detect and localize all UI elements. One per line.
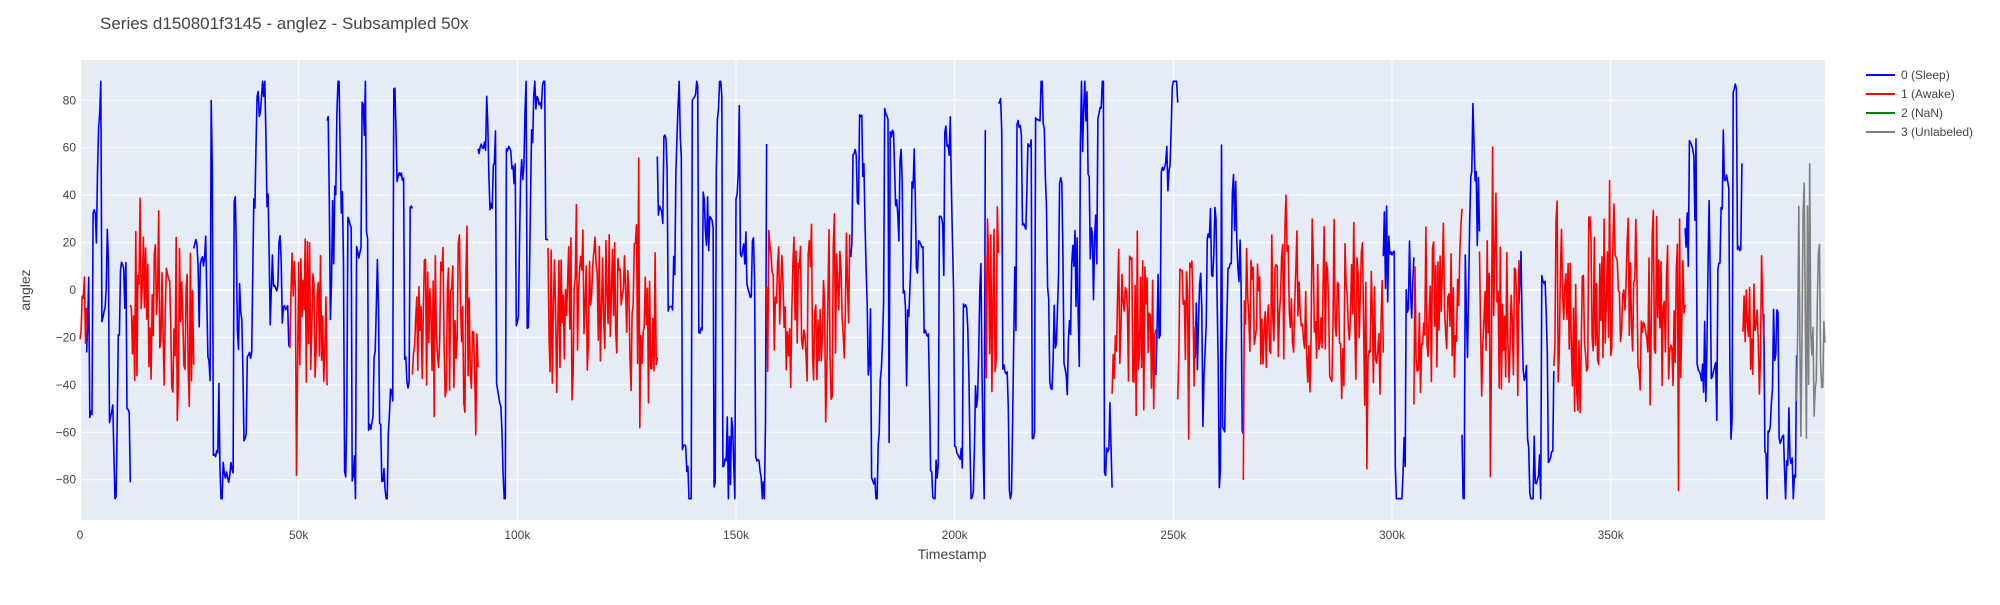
series-line-1 bbox=[547, 157, 659, 429]
x-tick-label: 50k bbox=[289, 528, 309, 542]
series-line-0 bbox=[85, 80, 132, 500]
legend-label: 2 (NaN) bbox=[1901, 106, 1943, 120]
legend-item[interactable]: 1 (Awake) bbox=[1866, 87, 1955, 101]
series-line-0 bbox=[1763, 308, 1798, 500]
series-line-1 bbox=[984, 206, 1000, 393]
y-tick-label: 60 bbox=[63, 141, 77, 155]
series-line-1 bbox=[765, 213, 851, 423]
series-line-0 bbox=[1194, 144, 1245, 489]
y-tick-label: −60 bbox=[56, 425, 77, 439]
series-line-1 bbox=[1741, 255, 1765, 395]
series-lines bbox=[79, 80, 1826, 500]
y-axis-label: anglez bbox=[17, 269, 33, 310]
series-line-1 bbox=[1242, 194, 1385, 480]
series-line-0 bbox=[848, 107, 987, 500]
x-tick-label: 300k bbox=[1379, 528, 1406, 542]
series-line-1 bbox=[1478, 146, 1520, 478]
series-line-1 bbox=[1413, 208, 1463, 405]
x-tick-label: 0 bbox=[77, 528, 84, 542]
series-line-0 bbox=[1461, 102, 1481, 500]
y-tick-label: 80 bbox=[63, 93, 77, 107]
series-line-0 bbox=[192, 80, 291, 500]
legend-label: 0 (Sleep) bbox=[1901, 68, 1950, 82]
series-line-1 bbox=[1553, 179, 1686, 492]
x-tick-label: 350k bbox=[1598, 528, 1625, 542]
y-tick-label: −80 bbox=[56, 473, 77, 487]
series-line-0 bbox=[997, 80, 1113, 500]
legend-item[interactable]: 0 (Sleep) bbox=[1866, 68, 1950, 82]
y-tick-label: 0 bbox=[69, 283, 76, 297]
series-line-0 bbox=[326, 80, 414, 500]
series-line-0 bbox=[477, 80, 549, 500]
legend[interactable]: 0 (Sleep) 1 (Awake) 2 (NaN) 3 (Unlabeled) bbox=[1866, 68, 1973, 139]
legend-label: 3 (Unlabeled) bbox=[1901, 125, 1973, 139]
y-tick-label: 40 bbox=[63, 188, 77, 202]
series-line-1 bbox=[411, 225, 479, 436]
x-axis-label: Timestamp bbox=[918, 546, 987, 562]
chart-title: Series d150801f3145 - anglez - Subsample… bbox=[100, 14, 469, 33]
series-line-1 bbox=[79, 276, 88, 344]
x-tick-label: 250k bbox=[1160, 528, 1187, 542]
legend-item[interactable]: 3 (Unlabeled) bbox=[1866, 125, 1973, 139]
series-line-0 bbox=[1155, 80, 1179, 376]
y-tick-label: −40 bbox=[56, 378, 77, 392]
series-line-1 bbox=[1176, 260, 1196, 440]
series-line-0 bbox=[1684, 83, 1743, 440]
series-line-0 bbox=[1382, 205, 1415, 500]
series-line-0 bbox=[656, 80, 768, 500]
series-line-1 bbox=[1111, 230, 1157, 417]
series-line-0 bbox=[1518, 250, 1555, 500]
series-line-1 bbox=[289, 238, 328, 477]
legend-label: 1 (Awake) bbox=[1901, 87, 1955, 101]
x-tick-label: 100k bbox=[504, 528, 531, 542]
series-line-3 bbox=[1795, 163, 1826, 439]
y-tick-label: −20 bbox=[56, 330, 77, 344]
tick-labels: 0 50k 100k 150k 200k 250k 300k 350k −80 −60 −40 −20… bbox=[56, 93, 1625, 542]
series-line-1 bbox=[129, 197, 195, 422]
x-tick-label: 200k bbox=[942, 528, 969, 542]
legend-item[interactable]: 2 (NaN) bbox=[1866, 106, 1943, 120]
y-tick-label: 20 bbox=[63, 236, 77, 250]
x-tick-label: 150k bbox=[723, 528, 750, 542]
